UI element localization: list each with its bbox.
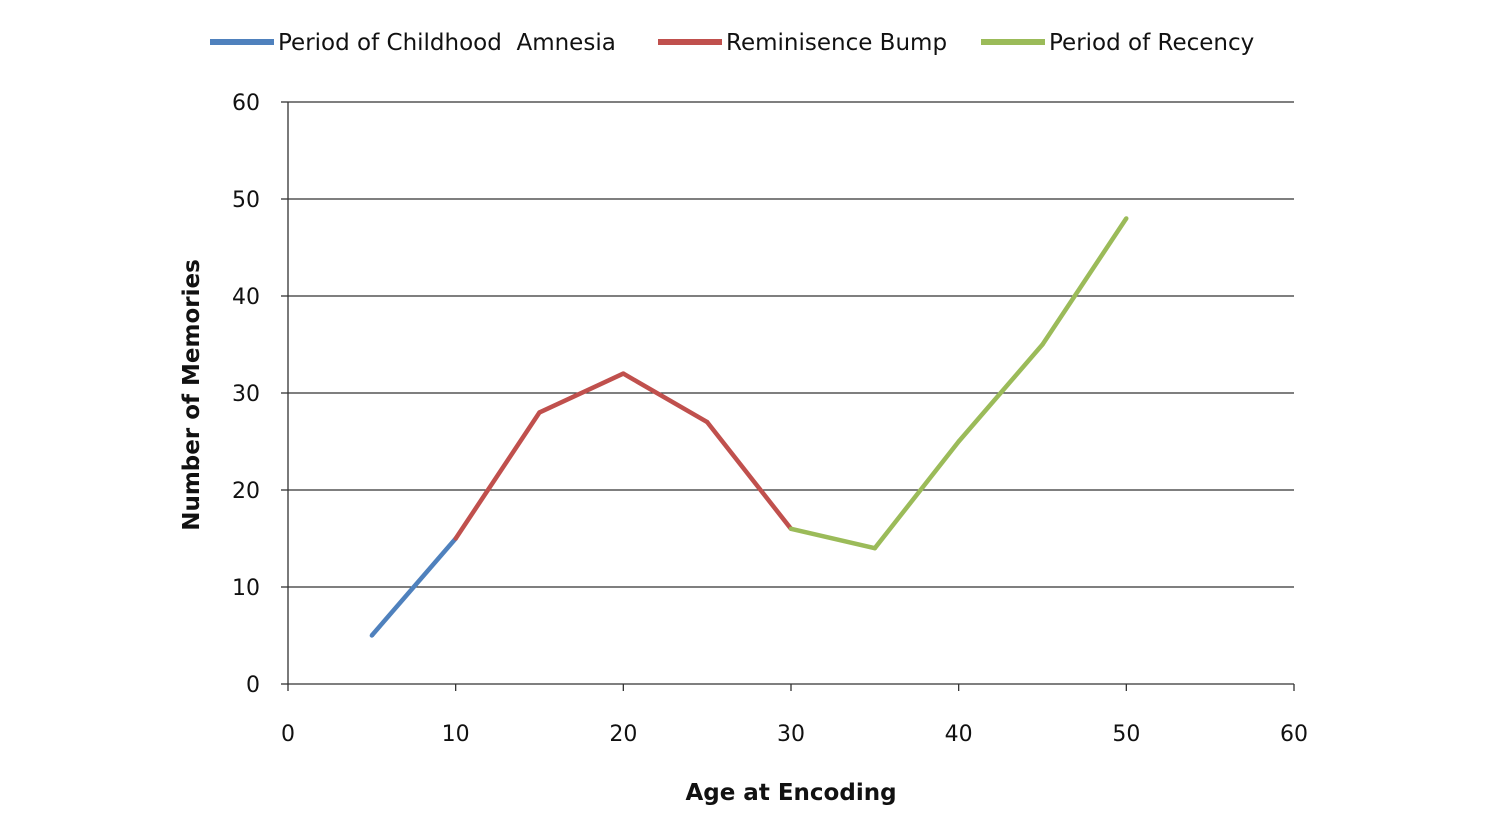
series-3-point-5 xyxy=(1124,216,1129,221)
series-lines xyxy=(369,216,1129,638)
legend: Period of Childhood Amnesia Reminisence B… xyxy=(210,30,1254,56)
series-3-point-1 xyxy=(788,526,794,531)
series-3-point-4 xyxy=(1040,342,1045,347)
series-1-point-1 xyxy=(369,633,375,638)
y-tick-label-50: 50 xyxy=(232,188,260,213)
tick-labels: 0 10 20 30 40 50 60 0 10 20 30 40 50 60 xyxy=(232,91,1308,747)
x-tick-label-30: 30 xyxy=(777,722,805,747)
y-tick-label-10: 10 xyxy=(232,576,260,601)
legend-label-2: Reminisence Bump xyxy=(726,30,947,56)
y-tick-label-60: 60 xyxy=(232,91,260,116)
series-2-point-4 xyxy=(704,419,710,425)
legend-label-3: Period of Recency xyxy=(1049,30,1254,56)
series-3-point-3 xyxy=(956,439,961,444)
series-line-1 xyxy=(370,537,458,637)
series-3-point-2 xyxy=(872,546,878,551)
y-tick-label-0: 0 xyxy=(246,673,260,698)
x-tick-label-0: 0 xyxy=(281,722,295,747)
x-tick-label-10: 10 xyxy=(442,722,470,747)
series-2-point-2 xyxy=(537,410,542,415)
series-line-2 xyxy=(453,371,793,540)
y-axis-title: Number of Memories xyxy=(179,259,205,531)
legend-label-1: Period of Childhood Amnesia xyxy=(278,30,616,56)
x-tick-label-50: 50 xyxy=(1112,722,1140,747)
y-tick-label-30: 30 xyxy=(232,382,260,407)
x-tick-label-60: 60 xyxy=(1280,722,1308,747)
y-tick-label-20: 20 xyxy=(232,479,260,504)
x-tick-label-20: 20 xyxy=(609,722,637,747)
axes xyxy=(281,101,1295,691)
series-2-point-3 xyxy=(621,371,626,376)
gridlines xyxy=(288,101,1294,588)
x-axis-title: Age at Encoding xyxy=(685,780,896,806)
y-tick-label-40: 40 xyxy=(232,285,260,310)
series-2-point-1 xyxy=(453,536,458,541)
x-tick-label-40: 40 xyxy=(945,722,973,747)
series-line-3 xyxy=(790,217,1129,551)
